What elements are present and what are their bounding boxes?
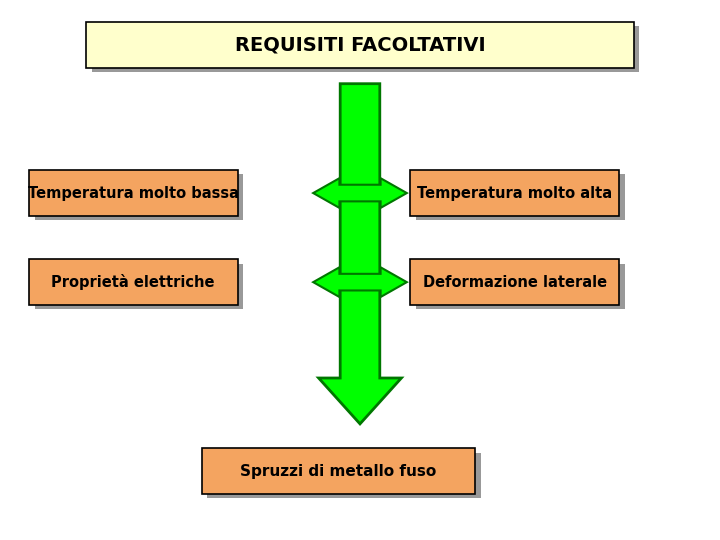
FancyBboxPatch shape (202, 448, 475, 494)
Text: Temperatura molto alta: Temperatura molto alta (417, 186, 613, 200)
FancyBboxPatch shape (416, 174, 625, 220)
FancyBboxPatch shape (35, 174, 243, 220)
Polygon shape (313, 178, 407, 208)
Text: Proprietà elettriche: Proprietà elettriche (51, 274, 215, 290)
Text: Spruzzi di metallo fuso: Spruzzi di metallo fuso (240, 464, 436, 478)
FancyBboxPatch shape (416, 264, 625, 309)
FancyBboxPatch shape (410, 170, 619, 216)
FancyBboxPatch shape (207, 453, 481, 498)
Polygon shape (319, 84, 402, 424)
FancyBboxPatch shape (29, 259, 238, 305)
FancyBboxPatch shape (29, 170, 238, 216)
FancyBboxPatch shape (410, 259, 619, 305)
Text: REQUISITI FACOLTATIVI: REQUISITI FACOLTATIVI (235, 35, 485, 54)
FancyBboxPatch shape (86, 22, 634, 68)
Polygon shape (313, 267, 407, 297)
Text: Deformazione laterale: Deformazione laterale (423, 275, 607, 289)
FancyBboxPatch shape (92, 26, 639, 72)
FancyBboxPatch shape (35, 264, 243, 309)
Text: Temperatura molto bassa: Temperatura molto bassa (27, 186, 239, 200)
